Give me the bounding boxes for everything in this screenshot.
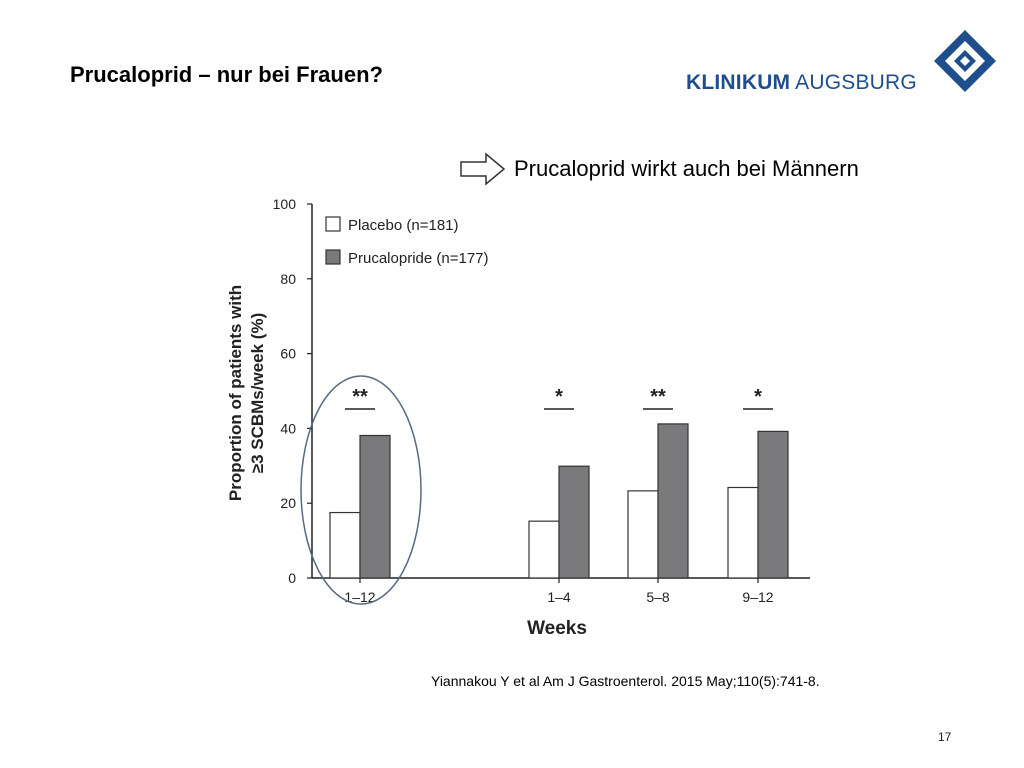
x-axis-label: Weeks — [527, 618, 587, 639]
diamond-logo-icon — [934, 30, 996, 92]
bar-placebo — [329, 511, 361, 579]
logo-word-1: KLINIKUM — [686, 71, 791, 94]
y-axis-label-line-2: ≥3 SCBMs/week (%) — [248, 313, 267, 474]
logo-word-2: AUGSBURG — [795, 71, 917, 94]
legend-label-prucalopride: Prucalopride (n=177) — [348, 250, 489, 267]
arrow-right-icon — [460, 152, 506, 186]
bar-placebo — [627, 490, 659, 579]
y-tick-label: 80 — [280, 271, 296, 287]
bars — [329, 423, 789, 579]
x-tick-label: 1–12 — [344, 589, 375, 605]
bar-prucalopride — [558, 465, 590, 579]
legend-label-placebo: Placebo (n=181) — [348, 217, 459, 234]
y-ticks: 0 20 40 60 80 100 — [273, 196, 312, 586]
headline-text: Prucaloprid wirkt auch bei Männern — [514, 156, 859, 181]
y-tick-label: 60 — [280, 346, 296, 362]
highlight-ellipse — [300, 375, 422, 605]
significance-label: * — [555, 386, 563, 408]
bar-placebo — [528, 520, 560, 579]
y-axis-label-line-1: Proportion of patients with — [226, 285, 245, 501]
hospital-logo-text: KLINIKUM AUGSBURG — [686, 71, 917, 95]
legend-swatch-prucalopride — [325, 249, 341, 265]
x-ticks: 1–12 1–4 5–8 9–12 — [344, 578, 774, 605]
significance-label: ** — [650, 386, 666, 408]
y-tick-label: 40 — [280, 420, 296, 436]
y-tick-label: 20 — [280, 495, 296, 511]
bar-prucalopride — [657, 423, 689, 579]
x-tick-label: 5–8 — [646, 589, 670, 605]
headline: Prucaloprid wirkt auch bei Männern — [460, 152, 859, 186]
citation: Yiannakou Y et al Am J Gastroenterol. 20… — [431, 673, 820, 689]
y-tick-label: 100 — [273, 196, 297, 212]
bar-prucalopride — [757, 430, 789, 579]
y-tick-label: 0 — [288, 570, 296, 586]
slide-title: Prucaloprid – nur bei Frauen? — [70, 62, 383, 87]
x-tick-label: 9–12 — [742, 589, 773, 605]
legend-swatch-placebo — [325, 216, 341, 232]
x-tick-label: 1–4 — [547, 589, 571, 605]
legend: Placebo (n=181) Prucalopride (n=177) — [325, 216, 489, 267]
page-number: 17 — [938, 730, 952, 744]
significance-marks: ** * ** * — [345, 386, 773, 410]
bar-prucalopride — [359, 434, 391, 579]
bar-placebo — [727, 486, 759, 579]
significance-label: * — [754, 386, 762, 408]
y-axis-label: Proportion of patients with ≥3 SCBMs/wee… — [226, 285, 267, 501]
significance-label: ** — [352, 386, 368, 408]
